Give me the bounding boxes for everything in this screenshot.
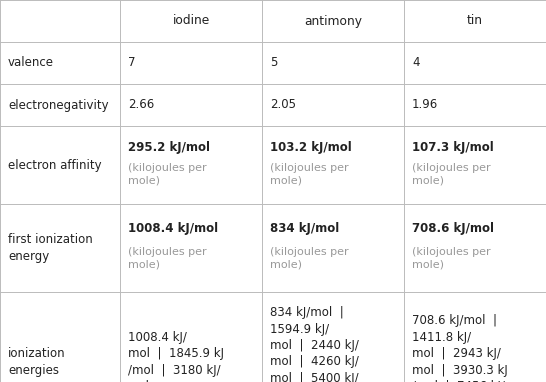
Text: 295.2 kJ/mol: 295.2 kJ/mol xyxy=(128,141,210,154)
Text: (kilojoules per
mole): (kilojoules per mole) xyxy=(128,163,206,186)
Text: tin: tin xyxy=(467,15,483,28)
Text: 5: 5 xyxy=(270,57,277,70)
Text: 708.6 kJ/mol  |
1411.8 kJ/
mol  |  2943 kJ/
mol  |  3930.3 kJ
/mol  |  7456 kJ/
: 708.6 kJ/mol | 1411.8 kJ/ mol | 2943 kJ/… xyxy=(412,314,508,382)
Text: ionization
energies: ionization energies xyxy=(8,347,66,377)
Text: 834 kJ/mol: 834 kJ/mol xyxy=(270,222,339,235)
Text: 708.6 kJ/mol: 708.6 kJ/mol xyxy=(412,222,494,235)
Text: 103.2 kJ/mol: 103.2 kJ/mol xyxy=(270,141,352,154)
Text: (kilojoules per
mole): (kilojoules per mole) xyxy=(412,163,491,186)
Text: 107.3 kJ/mol: 107.3 kJ/mol xyxy=(412,141,494,154)
Text: 834 kJ/mol  |
1594.9 kJ/
mol  |  2440 kJ/
mol  |  4260 kJ/
mol  |  5400 kJ/
mol : 834 kJ/mol | 1594.9 kJ/ mol | 2440 kJ/ m… xyxy=(270,306,362,382)
Text: 4: 4 xyxy=(412,57,419,70)
Text: (kilojoules per
mole): (kilojoules per mole) xyxy=(128,248,206,270)
Text: antimony: antimony xyxy=(304,15,362,28)
Text: first ionization
energy: first ionization energy xyxy=(8,233,93,263)
Text: (kilojoules per
mole): (kilojoules per mole) xyxy=(270,248,349,270)
Text: 2.66: 2.66 xyxy=(128,99,155,112)
Text: 1008.4 kJ/
mol  |  1845.9 kJ
/mol  |  3180 kJ/
mol: 1008.4 kJ/ mol | 1845.9 kJ /mol | 3180 k… xyxy=(128,331,224,382)
Text: electron affinity: electron affinity xyxy=(8,159,102,172)
Text: 2.05: 2.05 xyxy=(270,99,296,112)
Text: 7: 7 xyxy=(128,57,135,70)
Text: 1.96: 1.96 xyxy=(412,99,438,112)
Text: (kilojoules per
mole): (kilojoules per mole) xyxy=(412,248,491,270)
Text: electronegativity: electronegativity xyxy=(8,99,109,112)
Text: 1008.4 kJ/mol: 1008.4 kJ/mol xyxy=(128,222,218,235)
Text: (kilojoules per
mole): (kilojoules per mole) xyxy=(270,163,349,186)
Text: valence: valence xyxy=(8,57,54,70)
Text: iodine: iodine xyxy=(173,15,210,28)
